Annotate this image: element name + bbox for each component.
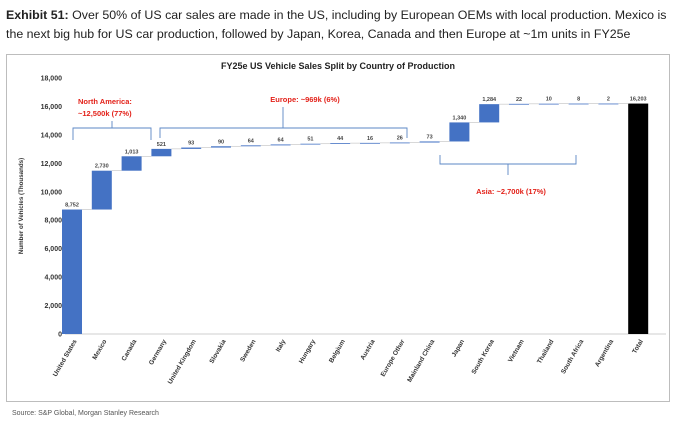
x-tick-label: Mainland China (406, 338, 436, 383)
data-label: 10 (546, 97, 552, 103)
x-tick-label: Argentina (594, 338, 615, 368)
data-label: 51 (307, 137, 313, 143)
bar-germany (151, 148, 172, 157)
bar-europe-other (389, 142, 410, 144)
x-tick-label: Mexico (91, 338, 108, 361)
y-tick-label: 8,000 (44, 218, 62, 225)
x-tick-label: United Kingdom (167, 338, 198, 385)
data-label: 16,203 (630, 97, 647, 103)
y-tick-label: 10,000 (41, 189, 63, 196)
data-label: 73 (427, 134, 433, 140)
bar-argentina (598, 103, 619, 105)
north-america-brace (72, 121, 152, 140)
chart-frame (6, 54, 670, 402)
x-tick-label: Europe Other (380, 338, 407, 378)
north-america-label-line1: North America: (78, 97, 132, 106)
data-label: 2 (607, 97, 610, 103)
y-tick-label: 18,000 (41, 76, 63, 83)
x-tick-label: Hungary (298, 338, 317, 365)
data-labels: 8,752 2,730 1,013 521 93 90 64 64 51 44 16 26 73 1,34… (65, 97, 646, 209)
y-tick-label: 2,000 (44, 303, 62, 310)
asia-brace (439, 155, 577, 175)
x-tick-label: Japan (451, 338, 466, 358)
x-tick-label: Thailand (536, 338, 555, 365)
north-america-label-line2: ~12,500k (77%) (78, 109, 132, 118)
x-tick-label: South Africa (560, 338, 585, 375)
x-tick-label: Slovakia (208, 338, 227, 365)
bar-united-states (62, 209, 82, 334)
bar-vietnam (509, 103, 529, 105)
europe-label: Europe: ~969k (6%) (270, 95, 340, 104)
data-label: 93 (188, 141, 194, 147)
data-label: 1,340 (453, 115, 467, 121)
y-tick-label: 4,000 (44, 275, 62, 282)
europe-brace (159, 107, 408, 138)
data-label: 44 (337, 136, 344, 142)
bar-mexico (91, 170, 112, 210)
data-label: 521 (157, 142, 166, 148)
bar-united-kingdom (181, 147, 202, 149)
source-note: Source: S&P Global, Morgan Stanley Resea… (12, 410, 159, 417)
data-label: 64 (278, 137, 285, 143)
exhibit-header: Exhibit 51: Over 50% of US car sales are… (6, 6, 670, 44)
bar-slovakia (211, 146, 231, 148)
bar-japan (449, 122, 470, 142)
data-label: 90 (218, 139, 224, 145)
data-label: 8,752 (65, 203, 79, 209)
data-label: 2,730 (95, 164, 109, 170)
y-tick-label: 16,000 (41, 104, 63, 111)
x-tick-label: Italy (275, 338, 288, 353)
y-axis-label: Number of Vehicles (Thousands) (18, 158, 25, 254)
bars (62, 103, 649, 334)
data-label: 1,284 (482, 97, 497, 103)
bar-mainland-china (419, 141, 440, 143)
bar-thailand (538, 103, 559, 105)
x-tick-label: United States (52, 338, 79, 378)
bar-belgium (330, 143, 351, 144)
data-label: 22 (516, 97, 522, 103)
data-label: 26 (397, 136, 403, 142)
y-tick-label: 12,000 (41, 161, 63, 168)
y-tick-label: 14,000 (41, 132, 63, 139)
x-tick-label: Canada (121, 338, 139, 362)
x-tick-label: South Korea (471, 338, 497, 375)
bar-hungary (300, 143, 321, 145)
bar-total (628, 103, 649, 334)
x-tick-label: Germany (148, 338, 168, 366)
x-tick-label: Austria (359, 338, 376, 361)
x-tick-label: Vietnam (507, 338, 526, 363)
y-tick-label: 6,000 (44, 246, 62, 253)
connectors (82, 103, 629, 210)
bar-canada (121, 156, 142, 171)
bar-austria (360, 142, 380, 144)
bar-south-korea (479, 104, 500, 123)
x-tick-label: Sweden (239, 338, 257, 363)
data-label: 16 (367, 136, 373, 142)
bar-south-africa (568, 103, 589, 105)
x-tick-label: Total (631, 338, 645, 355)
y-axis-ticks: 0 2,000 4,000 6,000 8,000 10,000 12,000 14,000 1… (41, 76, 63, 339)
chart-title: FY25e US Vehicle Sales Split by Country … (221, 61, 455, 71)
bar-sweden (240, 145, 261, 147)
y-tick-label: 0 (58, 332, 62, 339)
data-label: 64 (248, 138, 255, 144)
x-tick-label: Belgium (328, 338, 347, 364)
data-label: 1,013 (125, 149, 139, 155)
asia-label: Asia: ~2,700k (17%) (476, 187, 546, 196)
data-label: 8 (577, 97, 580, 103)
bar-italy (270, 144, 291, 146)
exhibit-label: Exhibit 51: (6, 8, 69, 22)
exhibit-text: Over 50% of US car sales are made in the… (6, 8, 667, 41)
